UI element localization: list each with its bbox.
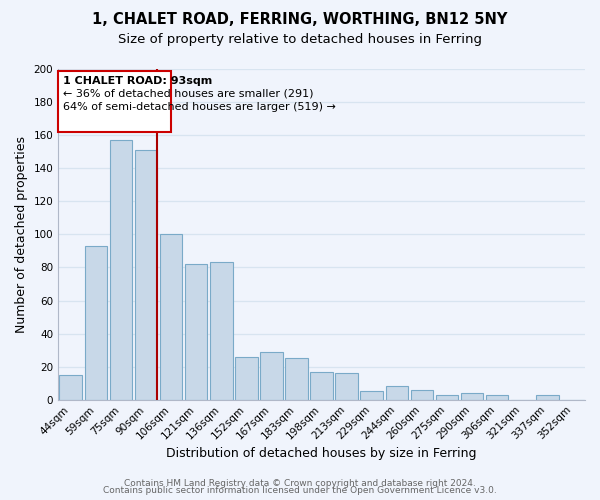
Text: Contains HM Land Registry data © Crown copyright and database right 2024.: Contains HM Land Registry data © Crown c… (124, 478, 476, 488)
Text: Size of property relative to detached houses in Ferring: Size of property relative to detached ho… (118, 32, 482, 46)
Bar (260, 352, 283, 400)
Bar (361, 392, 383, 400)
Bar (410, 390, 433, 400)
Bar (461, 393, 484, 400)
Bar (110, 140, 132, 400)
Bar (386, 386, 408, 400)
Bar (210, 262, 233, 400)
Text: Contains public sector information licensed under the Open Government Licence v3: Contains public sector information licen… (103, 486, 497, 495)
Bar (536, 395, 559, 400)
Bar (335, 374, 358, 400)
Bar (486, 395, 508, 400)
Bar (310, 372, 333, 400)
Bar (436, 395, 458, 400)
Bar (185, 264, 208, 400)
Y-axis label: Number of detached properties: Number of detached properties (15, 136, 28, 333)
Text: 1 CHALET ROAD: 93sqm: 1 CHALET ROAD: 93sqm (63, 76, 212, 86)
FancyBboxPatch shape (58, 70, 171, 132)
X-axis label: Distribution of detached houses by size in Ferring: Distribution of detached houses by size … (166, 447, 477, 460)
Text: 64% of semi-detached houses are larger (519) →: 64% of semi-detached houses are larger (… (63, 102, 336, 112)
Bar (134, 150, 157, 400)
Text: 1, CHALET ROAD, FERRING, WORTHING, BN12 5NY: 1, CHALET ROAD, FERRING, WORTHING, BN12 … (92, 12, 508, 28)
Bar (59, 375, 82, 400)
Bar (285, 358, 308, 400)
Bar (160, 234, 182, 400)
Text: ← 36% of detached houses are smaller (291): ← 36% of detached houses are smaller (29… (63, 89, 314, 99)
Bar (85, 246, 107, 400)
Bar (235, 356, 257, 400)
